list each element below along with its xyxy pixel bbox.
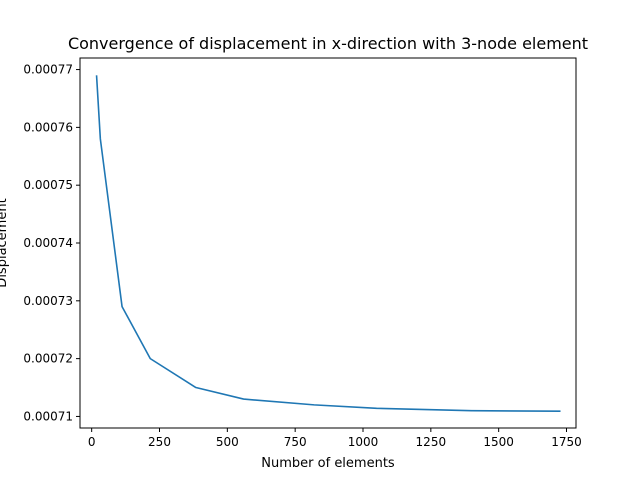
y-tick-label: 0.00071 [23,409,73,423]
x-tick-label: 250 [148,435,171,449]
data-point [376,407,378,409]
x-tick-label: 750 [284,435,307,449]
data-point [121,306,123,308]
x-tick-label: 1000 [348,435,379,449]
series-line-0 [95,75,561,413]
x-tick-label: 1250 [416,435,447,449]
y-tick-label: 0.00072 [23,352,73,366]
x-axis-label: Number of elements [261,456,395,471]
data-point [195,387,197,389]
plot-area: 0 250 500 750 1000 1250 1500 1750 0.000710.0007… [23,57,582,449]
data-point [243,398,245,400]
y-tick-label: 0.00073 [23,294,73,308]
y-axis-ticks: 0.00071 0.00072 0.00073 0.00074 0.00075 0.000… [23,63,80,423]
data-point [96,74,98,76]
data-point [149,358,151,360]
x-tick-label: 0 [88,435,96,449]
data-point [313,404,315,406]
x-tick-label: 1750 [551,435,582,449]
series-layer [95,74,562,413]
y-tick-label: 0.00077 [23,63,73,77]
y-axis-label: Displacement [0,198,10,287]
chart-title: Convergence of displacement in x-directi… [68,34,588,53]
x-tick-label: 500 [216,435,239,449]
y-tick-label: 0.00076 [23,120,73,134]
y-tick-label: 0.00074 [23,236,73,250]
x-axis-ticks: 0 250 500 750 1000 1250 1500 1750 [88,428,582,449]
x-tick-label: 1500 [483,435,514,449]
data-point [99,138,101,140]
data-point [560,410,562,412]
y-tick-label: 0.00075 [23,178,73,192]
data-point [471,410,473,412]
